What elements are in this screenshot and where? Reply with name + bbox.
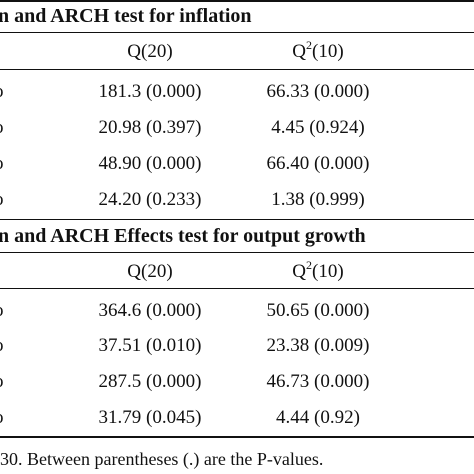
- section-title-output-growth: n and ARCH Effects test for output growt…: [0, 225, 366, 247]
- row-stub: o: [0, 299, 4, 323]
- row-stub: o: [0, 406, 4, 430]
- top-rule: [0, 0, 474, 2]
- section-rule: [0, 32, 474, 33]
- cell-q2: 4.44 (0.92): [276, 407, 360, 428]
- cell-q20: 364.6 (0.000): [98, 300, 202, 321]
- cell-q20: 20.98 (0.397): [98, 117, 202, 138]
- column-header-q20: Q(20): [127, 261, 173, 282]
- cell-q20: 31.79 (0.045): [98, 407, 202, 428]
- column-header-q2-10: Q2(10): [292, 258, 344, 282]
- cell-q2: 50.65 (0.000): [266, 300, 370, 321]
- cell-q2: 1.38 (0.999): [271, 189, 365, 210]
- cell-q20: 24.20 (0.233): [98, 189, 202, 210]
- cell-q20: 181.3 (0.000): [98, 81, 202, 102]
- section-rule: [0, 219, 474, 220]
- column-header-q20: Q(20): [127, 41, 173, 62]
- column-header-q2-10: Q2(10): [292, 38, 344, 62]
- table-footnote: 30. Between parentheses (.) are the P-va…: [0, 449, 324, 469]
- row-stub: o: [0, 152, 4, 176]
- section-rule: [0, 252, 474, 253]
- header-rule: [0, 69, 474, 70]
- cell-q20: 37.51 (0.010): [98, 335, 202, 356]
- cell-q2: 23.38 (0.009): [266, 335, 370, 356]
- cell-q2: 46.73 (0.000): [266, 371, 370, 392]
- cell-q20: 48.90 (0.000): [98, 153, 202, 174]
- row-stub: o: [0, 80, 4, 104]
- cell-q20: 287.5 (0.000): [98, 371, 202, 392]
- header-rule: [0, 288, 474, 289]
- row-stub: o: [0, 334, 4, 358]
- row-stub: o: [0, 370, 4, 394]
- bottom-rule: [0, 436, 474, 438]
- row-stub: o: [0, 116, 4, 140]
- section-title-inflation: n and ARCH test for inflation: [0, 5, 252, 27]
- cell-q2: 66.33 (0.000): [266, 81, 370, 102]
- cell-q2: 66.40 (0.000): [266, 153, 370, 174]
- cell-q2: 4.45 (0.924): [271, 117, 365, 138]
- row-stub: o: [0, 188, 4, 212]
